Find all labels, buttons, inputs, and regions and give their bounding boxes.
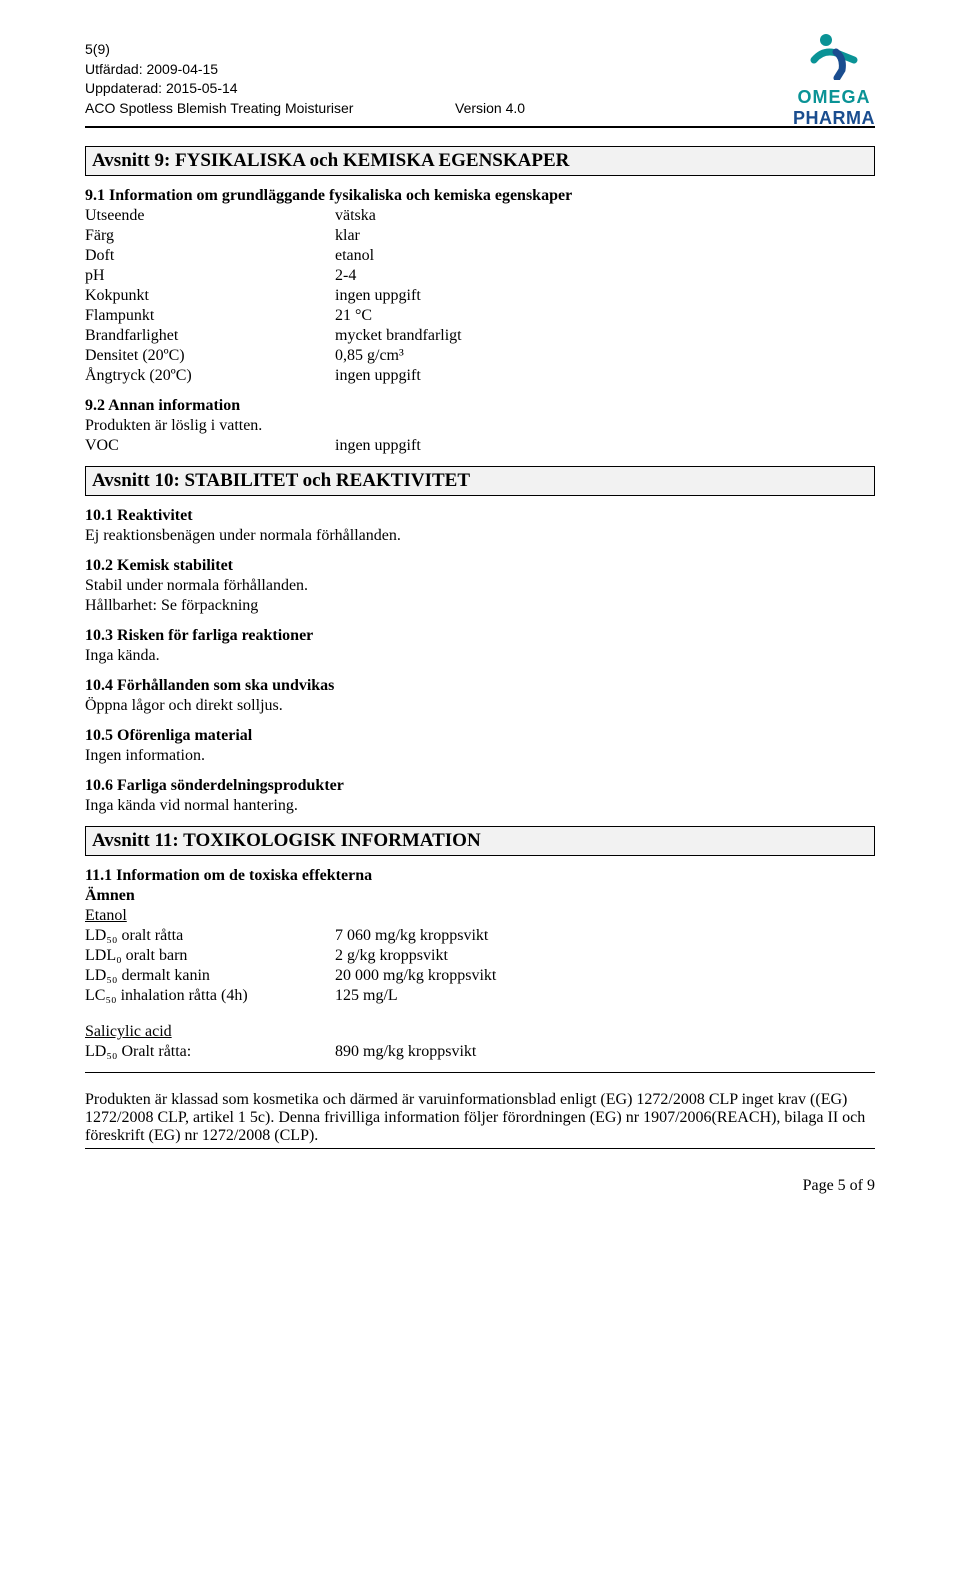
body-10-3: Inga kända. bbox=[85, 646, 875, 666]
tox-val: 2 g/kg kroppsvikt bbox=[335, 946, 496, 966]
tox-val: 7 060 mg/kg kroppsvikt bbox=[335, 926, 496, 946]
tox-key: LC₅₀ inhalation råtta (4h) bbox=[85, 986, 335, 1006]
heading-10-5: 10.5 Oförenliga material bbox=[85, 726, 875, 746]
heading-10-6: 10.6 Farliga sönderdelningsprodukter bbox=[85, 776, 875, 796]
prop-key: Brandfarlighet bbox=[85, 326, 335, 346]
tox-key: LDL₀ oralt barn bbox=[85, 946, 335, 966]
prop-val: 21 °C bbox=[335, 306, 462, 326]
section-9-2: 9.2 Annan information Produkten är lösli… bbox=[85, 396, 875, 456]
page-number: Page 5 of 9 bbox=[85, 1177, 875, 1195]
section-9-title: Avsnitt 9: FYSIKALISKA och KEMISKA EGENS… bbox=[85, 146, 875, 176]
heading-10-1: 10.1 Reaktivitet bbox=[85, 506, 875, 526]
section-9-1: 9.1 Information om grundläggande fysikal… bbox=[85, 186, 875, 386]
section-10-1: 10.1 Reaktivitet Ej reaktionsbenägen und… bbox=[85, 506, 875, 546]
header-product-row: ACO Spotless Blemish Treating Moisturise… bbox=[85, 99, 875, 119]
logo-text-omega: OMEGA bbox=[793, 87, 875, 108]
prop-key: Doft bbox=[85, 246, 335, 266]
prop-val: vätska bbox=[335, 206, 462, 226]
heading-9-2: 9.2 Annan information bbox=[85, 396, 875, 416]
body-10-4: Öppna lågor och direkt solljus. bbox=[85, 696, 875, 716]
section-10-3: 10.3 Risken för farliga reaktioner Inga … bbox=[85, 626, 875, 666]
voc-val: ingen uppgift bbox=[335, 436, 421, 456]
prop-val: ingen uppgift bbox=[335, 366, 462, 386]
document-header: OMEGA PHARMA 5(9) Utfärdad: 2009-04-15 U… bbox=[85, 40, 875, 118]
physical-properties-table: Utseendevätska Färgklar Doftetanol pH2-4… bbox=[85, 206, 462, 386]
tox-val: 125 mg/L bbox=[335, 986, 496, 1006]
header-meta: 5(9) Utfärdad: 2009-04-15 Uppdaterad: 20… bbox=[85, 40, 875, 118]
salicylic-label: Salicylic acid bbox=[85, 1022, 875, 1042]
body-10-6: Inga kända vid normal hantering. bbox=[85, 796, 875, 816]
prop-key: pH bbox=[85, 266, 335, 286]
tox-val: 890 mg/kg kroppsvikt bbox=[335, 1042, 476, 1062]
voc-key: VOC bbox=[85, 436, 335, 456]
heading-10-4: 10.4 Förhållanden som ska undvikas bbox=[85, 676, 875, 696]
header-version: Version 4.0 bbox=[455, 99, 525, 119]
prop-key: Densitet (20ºC) bbox=[85, 346, 335, 366]
prop-val: klar bbox=[335, 226, 462, 246]
header-page-marker: 5(9) bbox=[85, 40, 875, 60]
section-11-title: Avsnitt 11: TOXIKOLOGISK INFORMATION bbox=[85, 826, 875, 856]
section-10-title: Avsnitt 10: STABILITET och REAKTIVITET bbox=[85, 466, 875, 496]
header-divider bbox=[85, 126, 875, 128]
header-product-name: ACO Spotless Blemish Treating Moisturise… bbox=[85, 99, 455, 119]
section-10-5: 10.5 Oförenliga material Ingen informati… bbox=[85, 726, 875, 766]
tox-key: LD₅₀ oralt råtta bbox=[85, 926, 335, 946]
heading-11-1: 11.1 Information om de toxiska effektern… bbox=[85, 866, 875, 886]
etanol-table: LD₅₀ oralt råtta7 060 mg/kg kroppsvikt L… bbox=[85, 926, 496, 1006]
tox-key: LD₅₀ Oralt råtta: bbox=[85, 1042, 335, 1062]
tox-key: LD₅₀ dermalt kanin bbox=[85, 966, 335, 986]
header-issued: Utfärdad: 2009-04-15 bbox=[85, 60, 875, 80]
section-10-4: 10.4 Förhållanden som ska undvikas Öppna… bbox=[85, 676, 875, 716]
amnen-label: Ämnen bbox=[85, 886, 875, 906]
salicylic-table: LD₅₀ Oralt råtta:890 mg/kg kroppsvikt bbox=[85, 1042, 476, 1062]
body-10-1: Ej reaktionsbenägen under normala förhål… bbox=[85, 526, 875, 546]
heading-10-2: 10.2 Kemisk stabilitet bbox=[85, 556, 875, 576]
footer-divider-top bbox=[85, 1072, 875, 1073]
prop-val: etanol bbox=[335, 246, 462, 266]
section-11-1: 11.1 Information om de toxiska effektern… bbox=[85, 866, 875, 1062]
footer-divider-bottom bbox=[85, 1148, 875, 1149]
prop-val: 0,85 g/cm³ bbox=[335, 346, 462, 366]
company-logo: OMEGA PHARMA bbox=[793, 30, 875, 129]
heading-10-3: 10.3 Risken för farliga reaktioner bbox=[85, 626, 875, 646]
logo-text-pharma: PHARMA bbox=[793, 108, 875, 129]
prop-val: 2-4 bbox=[335, 266, 462, 286]
etanol-label: Etanol bbox=[85, 906, 875, 926]
disclaimer-text: Produkten är klassad som kosmetika och d… bbox=[85, 1091, 875, 1145]
section-10-2: 10.2 Kemisk stabilitet Stabil under norm… bbox=[85, 556, 875, 616]
prop-key: Utseende bbox=[85, 206, 335, 226]
voc-row: VOCingen uppgift bbox=[85, 436, 421, 456]
prop-key: Kokpunkt bbox=[85, 286, 335, 306]
prop-val: mycket brandfarligt bbox=[335, 326, 462, 346]
heading-9-1: 9.1 Information om grundläggande fysikal… bbox=[85, 186, 875, 206]
prop-key: Ångtryck (20ºC) bbox=[85, 366, 335, 386]
tox-val: 20 000 mg/kg kroppsvikt bbox=[335, 966, 496, 986]
prop-key: Flampunkt bbox=[85, 306, 335, 326]
prop-key: Färg bbox=[85, 226, 335, 246]
body-10-2b: Hållbarhet: Se förpackning bbox=[85, 596, 875, 616]
section-10-6: 10.6 Farliga sönderdelningsprodukter Ing… bbox=[85, 776, 875, 816]
page-container: OMEGA PHARMA 5(9) Utfärdad: 2009-04-15 U… bbox=[0, 0, 960, 1235]
body-10-5: Ingen information. bbox=[85, 746, 875, 766]
omega-pharma-icon bbox=[804, 30, 864, 80]
body-10-2a: Stabil under normala förhållanden. bbox=[85, 576, 875, 596]
section-9-2-body: Produkten är löslig i vatten. bbox=[85, 416, 875, 436]
prop-val: ingen uppgift bbox=[335, 286, 462, 306]
header-updated: Uppdaterad: 2015-05-14 bbox=[85, 79, 875, 99]
